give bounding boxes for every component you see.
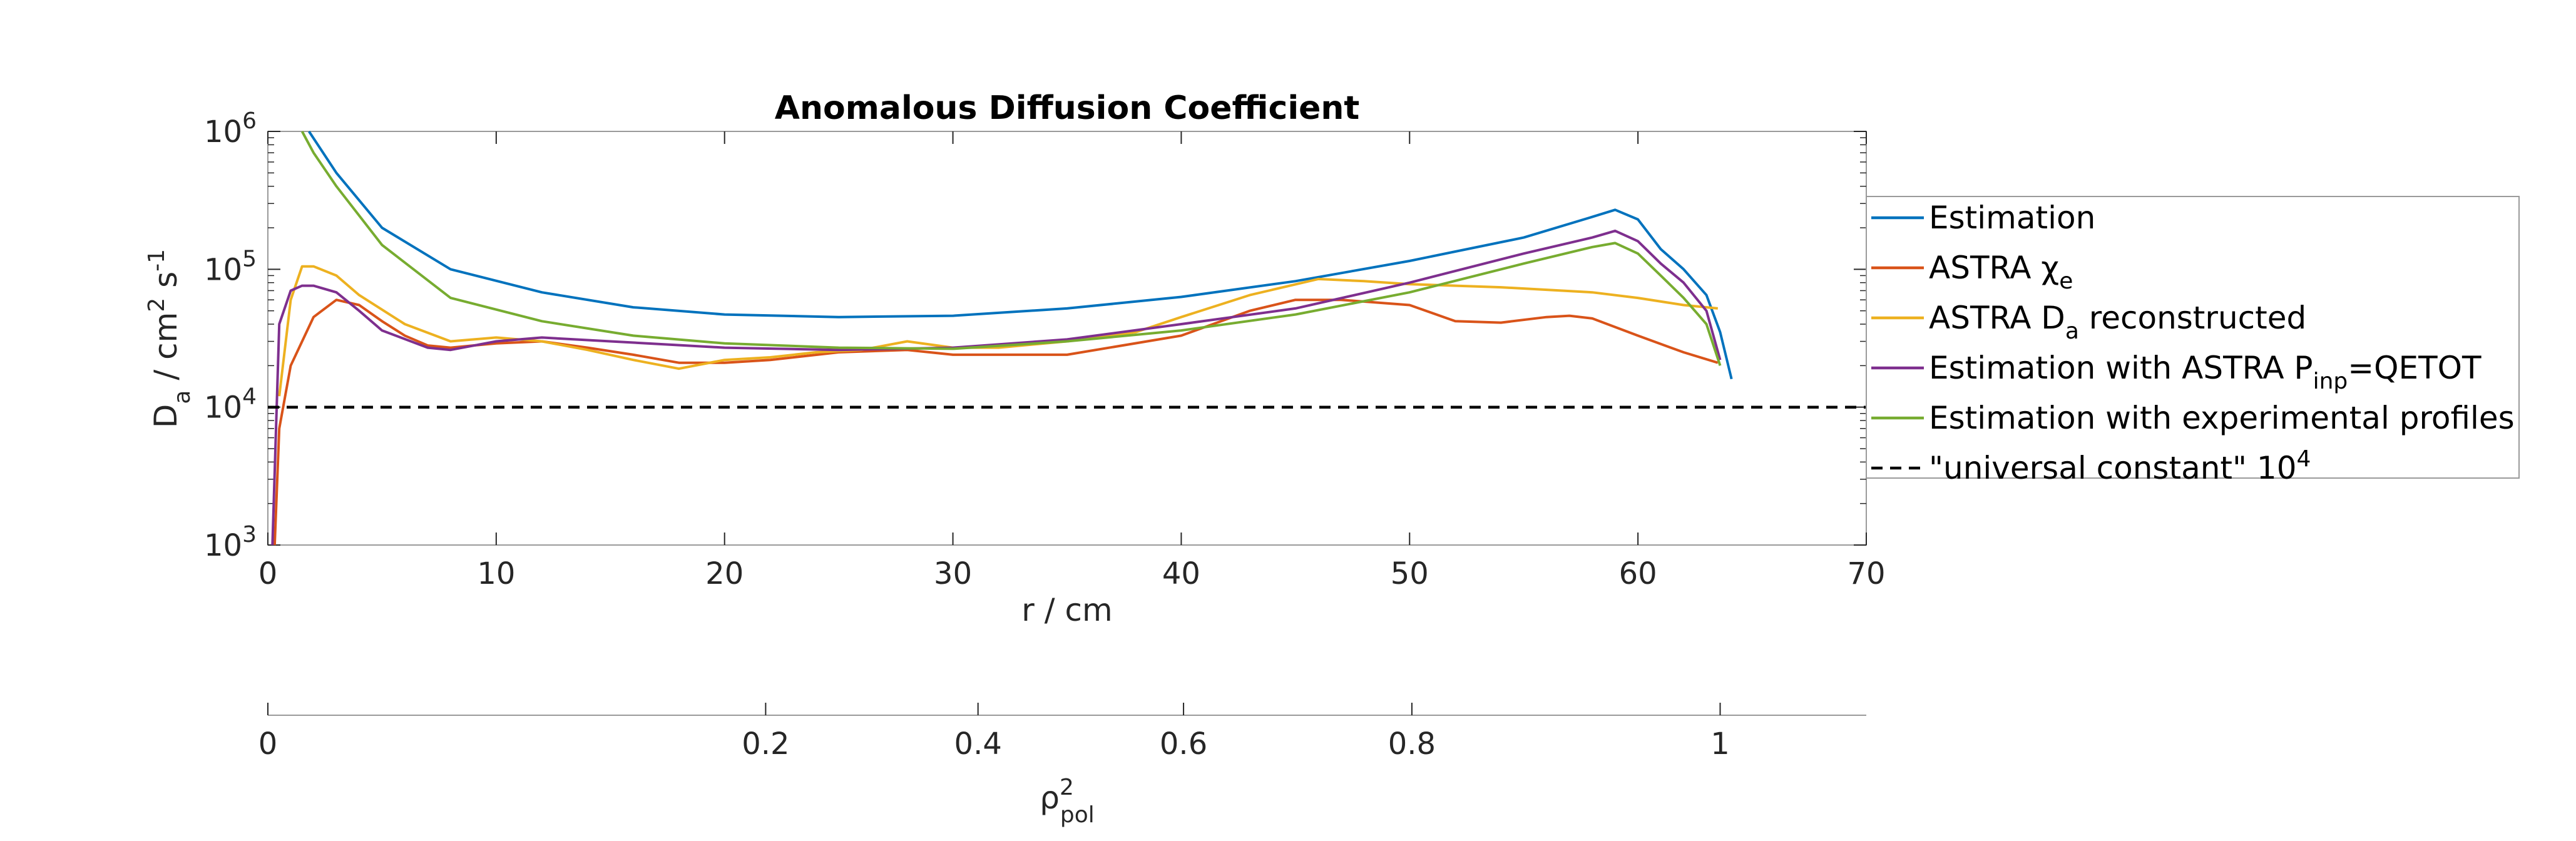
series-line-1 (273, 298, 1719, 546)
x-tick-labels: 0 10 20 30 40 50 60 70 (258, 556, 1886, 591)
chart-title: Anomalous Diffusion Coefficient (775, 89, 1360, 127)
y-axis-label: Da / cm2 s-1 (144, 249, 195, 428)
legend-label-4: Estimation with experimental profiles (1929, 400, 2515, 436)
series-line-4 (300, 131, 1722, 366)
secondary-axis-ticks: 0 0.2 0.4 0.6 0.8 1 (258, 703, 1730, 762)
y-tick-label: 106 (204, 108, 257, 150)
y-tick-exponent: 3 (242, 522, 257, 548)
y-tick-label: 104 (204, 384, 257, 426)
secondary-tick-label: 0 (258, 726, 278, 762)
x-tick-label: 10 (477, 556, 515, 591)
legend-label-5: "universal constant" 104​ (1929, 446, 2311, 486)
x-tick-label: 30 (934, 556, 972, 591)
x-tick-label: 50 (1391, 556, 1429, 591)
legend: Estimation ASTRA χe​ ASTRA Da​ reconstruct… (1871, 200, 2515, 486)
y-tick-label: 105 (204, 246, 257, 287)
secondary-axis-label: ρ2 pol (1040, 775, 1095, 828)
secondary-tick-label: 0.2 (742, 726, 789, 762)
y-tick-exponent: 6 (242, 108, 257, 134)
series-layer (268, 130, 1866, 546)
x-tick-label: 0 (258, 556, 278, 591)
series-line-0 (308, 130, 1733, 380)
y-tick-exponent: 4 (242, 384, 257, 410)
x-tick-label: 70 (1847, 556, 1885, 591)
x-tick-label: 60 (1619, 556, 1657, 591)
legend-label-0: Estimation (1929, 200, 2095, 236)
legend-label-3: Estimation with ASTRA Pinp​=QETOT (1929, 350, 2481, 394)
secondary-tick-label: 0.6 (1160, 726, 1207, 762)
secondary-tick-label: 0.8 (1388, 726, 1436, 762)
legend-label-1: ASTRA χe​ (1929, 250, 2073, 294)
x-axis-label: r / cm (1021, 592, 1112, 628)
secondary-tick-label: 0.4 (954, 726, 1002, 762)
x-tick-label: 40 (1162, 556, 1200, 591)
secondary-tick-label: 1 (1710, 726, 1730, 762)
y-tick-label: 103 (204, 522, 257, 563)
legend-label-2: ASTRA Da​ reconstructed (1929, 300, 2306, 344)
x-tick-label: 20 (705, 556, 744, 591)
legend-box (1866, 196, 2520, 479)
y-tick-exponent: 5 (242, 246, 257, 272)
series-line-3 (271, 229, 1722, 546)
y-tick-labels: 103 104 105 106 (204, 108, 257, 563)
